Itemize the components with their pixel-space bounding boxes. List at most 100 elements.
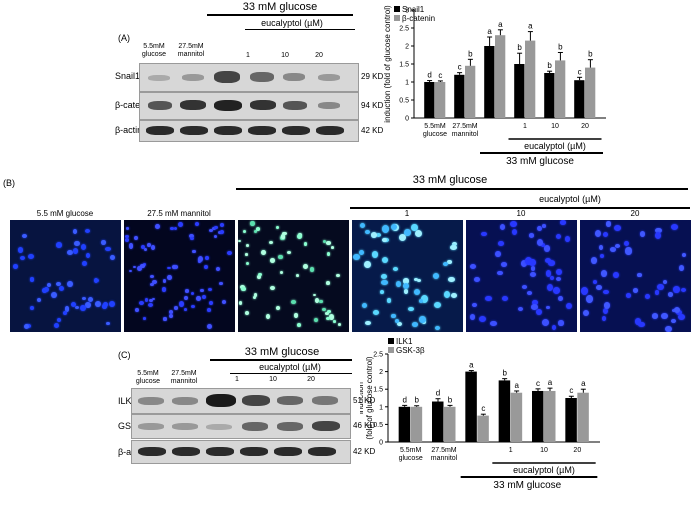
- cell-nucleus: [633, 288, 639, 293]
- cell-nucleus: [190, 305, 195, 309]
- western-blot-beta-actin: [139, 120, 359, 142]
- cell-nucleus: [655, 290, 660, 295]
- significance-letter: b: [502, 369, 507, 378]
- cell-nucleus: [325, 311, 329, 315]
- cell-nucleus: [215, 267, 220, 272]
- cell-nucleus: [681, 288, 687, 293]
- panel-a-treatment-label: eucalyptol (µM): [261, 18, 323, 28]
- cell-nucleus: [171, 265, 177, 270]
- lane-label-dose-20: 20: [315, 52, 323, 59]
- cell-nucleus: [537, 225, 543, 232]
- cell-nucleus: [253, 293, 258, 297]
- cell-nucleus: [173, 306, 179, 310]
- cell-nucleus: [612, 271, 619, 279]
- x-tick-label: glucose: [399, 455, 423, 462]
- lane-label-glucose: 5.5mM glucose: [135, 370, 161, 385]
- lane-label-dose-1: 1: [246, 52, 250, 59]
- panel-a-tag: (A): [118, 33, 130, 43]
- cell-nucleus: [293, 313, 298, 318]
- cell-nucleus: [214, 226, 218, 230]
- cell-nucleus: [416, 279, 421, 283]
- cell-nucleus: [278, 254, 283, 260]
- legend-label: GSK-3β: [396, 346, 425, 355]
- panel-b-tag: (B): [3, 178, 15, 188]
- micrograph-label: 1: [404, 209, 410, 218]
- cell-nucleus: [42, 288, 48, 293]
- cell-nucleus: [651, 312, 659, 319]
- cell-nucleus: [521, 259, 528, 267]
- panel-a-treatment-rule: [245, 29, 355, 30]
- cell-nucleus: [81, 244, 87, 251]
- cell-nucleus: [125, 227, 130, 230]
- cell-nucleus: [29, 277, 35, 282]
- cell-nucleus: [80, 305, 87, 312]
- significance-letter: a: [528, 22, 533, 31]
- cell-nucleus: [509, 220, 517, 227]
- cell-nucleus: [208, 301, 213, 306]
- blot-row-label: Snail1: [115, 71, 141, 81]
- panel-b-group-rule: [236, 188, 688, 190]
- significance-letter: b: [468, 49, 473, 58]
- cell-nucleus: [403, 278, 409, 284]
- cell-nucleus: [547, 283, 554, 291]
- cell-nucleus: [381, 225, 389, 233]
- cell-nucleus: [36, 297, 42, 303]
- significance-letter: c: [438, 71, 442, 80]
- cell-nucleus: [390, 223, 398, 230]
- cell-nucleus: [67, 249, 73, 255]
- y-tick-label: 1: [379, 404, 383, 411]
- significance-letter: c: [569, 386, 573, 395]
- cell-nucleus: [585, 295, 593, 303]
- cell-nucleus: [547, 260, 555, 266]
- cell-nucleus: [371, 251, 379, 258]
- x-tick-label: 5.5mM: [424, 123, 446, 130]
- cell-nucleus: [552, 324, 557, 330]
- cell-nucleus: [322, 240, 326, 244]
- cell-nucleus: [135, 308, 139, 312]
- cell-nucleus: [84, 228, 91, 233]
- molecular-weight-label: 46 KD: [353, 421, 376, 430]
- cell-nucleus: [511, 229, 517, 235]
- cell-nucleus: [530, 271, 537, 277]
- cell-nucleus: [24, 324, 30, 330]
- cell-nucleus: [51, 291, 57, 298]
- cell-nucleus: [12, 264, 19, 269]
- cell-nucleus: [275, 305, 281, 310]
- cell-nucleus: [132, 265, 136, 269]
- cell-nucleus: [238, 301, 243, 305]
- significance-letter: d: [427, 71, 431, 80]
- cell-nucleus: [541, 223, 547, 228]
- cell-nucleus: [238, 239, 242, 243]
- cell-nucleus: [529, 259, 536, 267]
- bar: [465, 65, 476, 118]
- cell-nucleus: [270, 286, 275, 291]
- cell-nucleus: [144, 298, 149, 303]
- cell-nucleus: [555, 233, 562, 240]
- y-axis-label: induction (fold of glucose control): [383, 5, 392, 123]
- cell-nucleus: [148, 298, 153, 303]
- significance-letter: b: [448, 395, 453, 404]
- bar: [574, 80, 585, 118]
- cell-nucleus: [634, 318, 642, 326]
- cell-nucleus: [603, 308, 609, 314]
- significance-letter: b: [414, 396, 419, 405]
- cell-nucleus: [364, 261, 371, 269]
- bar: [498, 380, 511, 442]
- cell-nucleus: [219, 230, 224, 235]
- cell-nucleus: [85, 302, 91, 308]
- cell-nucleus: [603, 302, 611, 309]
- cell-nucleus: [56, 242, 62, 249]
- y-tick-label: 1.5: [373, 387, 383, 394]
- treatment-label: eucalyptol (µM): [524, 141, 586, 151]
- panel-c-group-rule: [210, 359, 352, 361]
- cell-nucleus: [386, 298, 392, 303]
- cell-nucleus: [168, 313, 174, 319]
- cell-nucleus: [544, 257, 551, 263]
- bar: [585, 67, 596, 118]
- cell-nucleus: [129, 269, 133, 273]
- cell-nucleus: [208, 287, 213, 291]
- panel-a-group-rule: [207, 14, 353, 16]
- cell-nucleus: [276, 225, 280, 230]
- cell-nucleus: [564, 236, 570, 242]
- legend-swatch: [388, 347, 394, 353]
